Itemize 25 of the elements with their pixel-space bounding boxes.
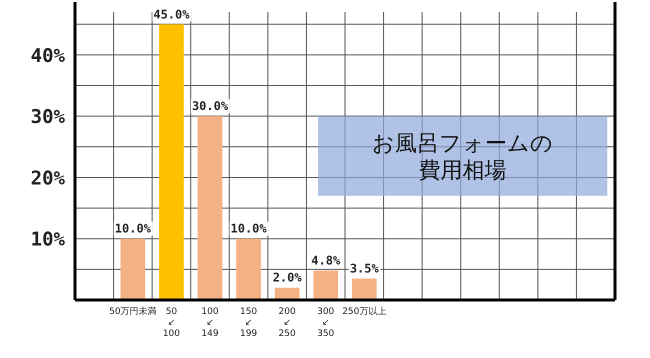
x-tick-label: 150 ↙ 199 — [240, 307, 258, 339]
bar — [159, 24, 184, 300]
data-label: 10.0% — [230, 222, 268, 236]
bar — [236, 238, 261, 300]
y-tick-label: 10% — [30, 228, 66, 251]
data-label: 30.0% — [192, 99, 229, 114]
x-tick-label: 100 ↙ 149 — [201, 307, 219, 339]
data-label: 10.0% — [114, 222, 152, 236]
data-label: 3.5% — [350, 262, 380, 276]
bar — [198, 116, 222, 300]
x-tick-label: 250万以上 — [342, 306, 386, 317]
data-label: 4.8% — [311, 254, 341, 268]
bar — [352, 278, 377, 300]
data-label: 45.0% — [153, 7, 190, 22]
x-tick-label: 200 ↙ 250 — [278, 307, 296, 339]
y-tick-label: 30% — [30, 106, 66, 128]
data-label: 2.0% — [272, 270, 302, 285]
annotation: お風呂フォームの費用相場 — [372, 132, 554, 184]
y-tick-label: 20% — [30, 167, 66, 190]
x-tick-label: 300 ↙ 350 — [317, 307, 335, 339]
x-tick-label: 50万円未満 — [109, 306, 157, 317]
x-tick-label: 50 ↙ 100 — [162, 307, 180, 339]
y-tick-label: 40% — [30, 44, 66, 67]
bar — [313, 270, 338, 300]
bar — [120, 238, 146, 300]
